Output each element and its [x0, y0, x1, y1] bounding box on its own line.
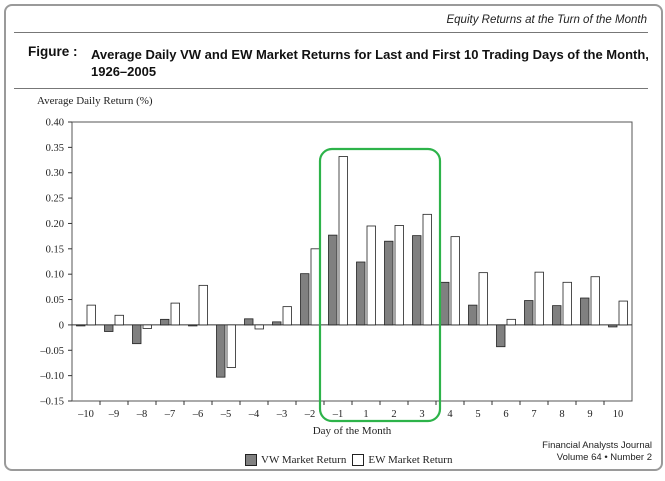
legend-item-ew: EW Market Return — [352, 454, 452, 466]
legend-label-ew: EW Market Return — [368, 454, 453, 466]
journal-volume: Volume 64 • Number 2 — [556, 452, 652, 463]
y-tick-label: 0.10 — [46, 270, 64, 281]
vw-bar — [356, 261, 366, 326]
y-tick-label: 0.05 — [46, 295, 64, 306]
x-tick-label: –8 — [136, 409, 148, 420]
figure-title: Average Daily VW and EW Market Returns f… — [91, 47, 649, 79]
ew-bar — [478, 272, 488, 326]
x-tick-label: 6 — [503, 409, 508, 420]
y-tick-label: 0.15 — [46, 244, 64, 255]
vw-bar — [412, 235, 422, 326]
title-rule — [14, 88, 648, 89]
vw-bar — [244, 318, 254, 326]
legend: VW Market Return EW Market Return — [245, 454, 458, 466]
y-axis-label: Average Daily Return (%) — [37, 95, 153, 107]
x-axis-label: Day of the Month — [313, 425, 392, 437]
x-tick-label: 8 — [559, 409, 564, 420]
journal-info: Financial Analysts Journal Volume 64 • N… — [520, 440, 652, 464]
vw-bar — [132, 324, 142, 345]
vw-bar — [468, 304, 478, 326]
vw-bar — [216, 324, 226, 378]
ew-bar — [310, 248, 320, 326]
x-tick-label: 3 — [419, 409, 424, 420]
legend-swatch-ew — [352, 454, 365, 466]
ew-bar — [450, 236, 460, 326]
vw-bar — [188, 324, 198, 327]
x-tick-label: 7 — [531, 409, 536, 420]
vw-bar — [580, 297, 590, 326]
x-tick-label: –6 — [192, 409, 204, 420]
highlight-box — [318, 147, 442, 423]
vw-bar — [440, 281, 450, 326]
ew-bar — [226, 324, 236, 368]
y-tick-label: –0.15 — [39, 397, 64, 408]
x-tick-label: –5 — [220, 409, 232, 420]
y-tick-label: –0.05 — [39, 346, 64, 357]
vw-bar — [552, 305, 562, 326]
y-tick-label: –0.10 — [39, 371, 64, 382]
ew-bar — [254, 324, 264, 330]
x-tick-label: –1 — [332, 409, 344, 420]
vw-bar — [384, 240, 394, 326]
ew-bar — [394, 225, 404, 326]
vw-bar — [496, 324, 506, 348]
x-tick-label: –3 — [276, 409, 288, 420]
figure-label: Figure : — [28, 44, 78, 59]
x-tick-label: –9 — [108, 409, 120, 420]
x-tick-label: 9 — [587, 409, 592, 420]
ew-bar — [198, 284, 208, 326]
ew-bar — [562, 281, 572, 326]
ew-bar — [170, 302, 180, 326]
legend-label-vw: VW Market Return — [261, 454, 347, 466]
running-title: Equity Returns at the Turn of the Month — [446, 14, 647, 26]
x-tick-label: 10 — [613, 409, 624, 420]
x-tick-label: 2 — [391, 409, 396, 420]
vw-bar — [272, 321, 282, 326]
vw-bar — [328, 234, 338, 326]
ew-bar — [366, 225, 376, 326]
vw-bar — [104, 324, 114, 332]
ew-bar — [618, 300, 628, 326]
journal-name: Financial Analysts Journal — [542, 440, 652, 451]
y-tick-label: 0.35 — [46, 143, 64, 154]
ew-bar — [86, 304, 96, 326]
vw-bar — [76, 324, 86, 327]
legend-item-vw: VW Market Return — [245, 454, 346, 466]
y-tick-label: 0.25 — [46, 194, 64, 205]
vw-bar — [160, 318, 170, 326]
ew-bar — [506, 318, 516, 326]
x-tick-label: –7 — [164, 409, 176, 420]
x-tick-label: –2 — [304, 409, 316, 420]
header-rule — [14, 32, 648, 33]
x-tick-label: –4 — [248, 409, 260, 420]
plot-area — [71, 121, 633, 402]
y-tick-label: 0.30 — [46, 168, 64, 179]
x-tick-label: –10 — [77, 409, 94, 420]
ew-bar — [534, 271, 544, 326]
ew-bar — [114, 314, 124, 326]
legend-swatch-vw — [245, 454, 257, 466]
ew-bar — [282, 306, 292, 326]
vw-bar — [524, 300, 534, 326]
y-tick-label: 0.40 — [46, 118, 64, 129]
x-tick-label: 4 — [447, 409, 453, 420]
y-tick-label: 0.20 — [46, 219, 64, 230]
x-tick-label: 1 — [363, 409, 368, 420]
ew-bar — [422, 213, 432, 326]
ew-bar — [142, 324, 152, 329]
ew-bar — [590, 276, 600, 326]
ew-bar — [338, 156, 348, 326]
y-tick-label: 0 — [59, 320, 64, 331]
x-tick-label: 5 — [475, 409, 480, 420]
vw-bar — [300, 273, 310, 326]
vw-bar — [608, 324, 618, 328]
